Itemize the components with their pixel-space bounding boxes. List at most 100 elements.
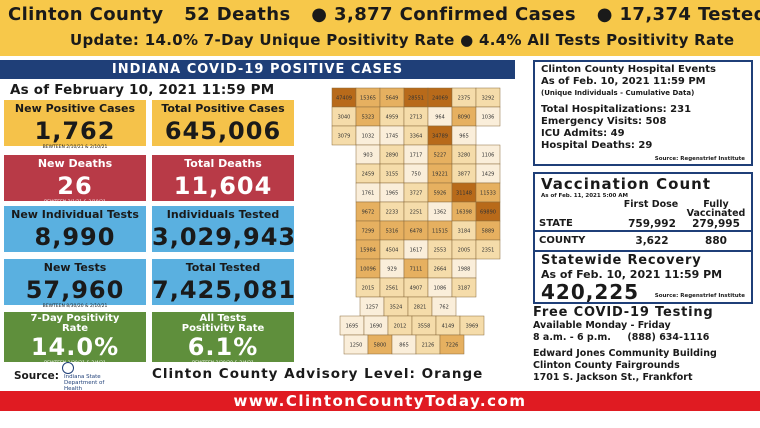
county-case-label: 1965 <box>386 191 399 197</box>
hospital-row-hospitalizations: Total Hospitalizations: 231 <box>541 104 692 115</box>
hospital-events-panel: Clinton County Hospital Events As of Feb… <box>533 60 753 166</box>
header-summary-line: Clinton County 52 Deaths ● 3,877 Confirm… <box>8 4 760 25</box>
county-case-label: 2351 <box>482 248 495 254</box>
county-case-label: 3184 <box>458 229 471 235</box>
stat-card-3: New Deaths 26 BEWTEEN 2/1/21 & 2/10/21 <box>4 155 146 205</box>
county-case-label: 2664 <box>434 267 447 273</box>
stat-card-label: New Deaths <box>37 157 113 170</box>
advisory-level: Clinton County Advisory Level: Orange <box>152 366 484 382</box>
stat-card-value: 6.1% <box>187 333 259 361</box>
county-case-label: 4149 <box>442 324 455 330</box>
stat-card-label: All Tests Positivity Rate <box>181 313 265 334</box>
county-case-label: 2126 <box>422 343 435 349</box>
county-case-label: 1690 <box>370 324 383 330</box>
county-case-label: 15365 <box>360 96 376 102</box>
county-case-label: 903 <box>363 153 373 159</box>
testing-hours-phone: 8 a.m. - 6 p.m. (888) 634-1116 <box>533 332 710 343</box>
testing-location-1: Edward Jones Community Building <box>533 348 717 359</box>
county-fully-vaccinated: 880 <box>705 235 727 247</box>
county-case-label: 24069 <box>432 96 448 102</box>
county-case-label: 2005 <box>458 248 471 254</box>
recovery-value: 420,225 <box>541 280 640 304</box>
vaccination-title: Vaccination Count <box>541 175 711 193</box>
county-case-label: 3969 <box>466 324 479 330</box>
isdh-logo: Indiana State Department of Health <box>62 362 112 392</box>
county-case-label: 3364 <box>410 134 423 140</box>
stat-card-value: 7,425,081 <box>152 276 297 304</box>
stat-card-10: All Tests Positivity Rate 6.1% BEWTEEN 1/2… <box>152 312 294 366</box>
stat-card-note: BEWTEEN 8/30/20 & 2/10/21 <box>42 304 108 309</box>
isdh-seal-icon <box>62 362 74 374</box>
testing-days: Available Monday - Friday <box>533 320 671 331</box>
county-case-label: 2890 <box>386 153 399 159</box>
stat-card-value: 26 <box>57 172 93 200</box>
county-case-label: 1086 <box>434 286 447 292</box>
county-case-label: 11533 <box>480 191 496 197</box>
hospital-title: Clinton County Hospital Events <box>541 64 716 75</box>
testing-location-2: Clinton County Fairgrounds <box>533 360 680 371</box>
county-case-label: 11515 <box>432 229 448 235</box>
county-case-label: 2251 <box>410 210 423 216</box>
stat-card-value: 14.0% <box>30 333 120 361</box>
statewide-recovery-panel: Statewide Recovery As of Feb. 10, 2021 1… <box>533 250 753 304</box>
county-case-label: 16398 <box>456 210 472 216</box>
county-case-label: 865 <box>399 343 409 349</box>
county-case-label: 929 <box>387 267 397 273</box>
stat-card-label: New Positive Cases <box>14 102 136 115</box>
stat-card-label: 7-Day Positivity Rate <box>30 313 120 334</box>
header-bar: Clinton County 52 Deaths ● 3,877 Confirm… <box>0 0 760 56</box>
vaccination-panel: Vaccination Count As of Feb. 11, 2021 5:… <box>533 172 753 252</box>
indiana-map-svg: 47409 15365 5649 28551 24069 2375 3292 3040 5323… <box>331 87 501 355</box>
county-case-label: 6478 <box>410 229 423 235</box>
county-case-label: 3079 <box>338 134 351 140</box>
county-case-label: 5323 <box>362 115 375 121</box>
stat-card-note: BEWTEEN 1/29/20 & 2/4/21 <box>192 361 254 366</box>
county-case-label: 3877 <box>458 172 471 178</box>
county-case-label: 5926 <box>434 191 447 197</box>
county-case-label: 3524 <box>390 305 403 311</box>
county-case-label: 2012 <box>394 324 407 330</box>
state-first-dose: 759,992 <box>628 218 676 230</box>
vaccination-as-of: As of Feb. 11, 2021 5:00 AM <box>541 193 628 199</box>
county-cell <box>475 106 501 127</box>
indiana-banner: INDIANA COVID-19 POSITIVE CASES <box>0 60 515 79</box>
deaths-count: 52 Deaths <box>184 4 291 25</box>
tested-count: ● 17,374 Tested <box>596 4 760 25</box>
county-case-label: 3040 <box>338 115 351 121</box>
county-case-label: 1106 <box>482 153 495 159</box>
county-case-label: 5649 <box>386 96 399 102</box>
county-case-label: 3558 <box>418 324 431 330</box>
county-case-label: 28551 <box>408 96 424 102</box>
stat-card-label: Total Positive Cases <box>161 102 285 115</box>
county-case-label: 5889 <box>482 229 495 235</box>
county-case-label: 69890 <box>480 210 496 216</box>
stat-card-note: BEWTEEN 2/10/21 & 2/10/21 <box>42 145 108 150</box>
county-case-label: 750 <box>411 172 421 178</box>
county-cell <box>459 315 485 336</box>
first-dose-header: First Dose <box>623 199 679 210</box>
county-case-label: 2561 <box>386 286 399 292</box>
testing-title: Free COVID-19 Testing <box>533 305 714 320</box>
county-case-label: 3292 <box>482 96 495 102</box>
stat-card-value: 645,006 <box>164 117 282 145</box>
county-case-label: 3155 <box>386 172 399 178</box>
county-case-label: 2821 <box>414 305 427 311</box>
header-update-line: Update: 14.0% 7-Day Unique Positivity Ra… <box>70 31 735 49</box>
county-case-label: 1745 <box>386 134 399 140</box>
county-case-label: 964 <box>435 115 445 121</box>
county-case-label: 1257 <box>366 305 379 311</box>
source-label: Source: <box>14 370 59 382</box>
county-name: Clinton County <box>8 4 164 25</box>
recovery-source: Source: Regenstrief Institute <box>654 293 745 299</box>
county-case-label: 3187 <box>458 286 471 292</box>
county-case-label: 4504 <box>386 248 399 254</box>
free-testing-panel: Free COVID-19 Testing Available Monday -… <box>533 305 755 384</box>
county-case-label: 762 <box>439 305 449 311</box>
county-case-label: 8090 <box>458 115 471 121</box>
county-case-label: 2553 <box>434 248 447 254</box>
county-case-label: 1250 <box>350 343 363 349</box>
stat-card-label: Total Tested <box>185 261 261 274</box>
website-url[interactable]: www.ClintonCountyToday.com <box>0 391 760 411</box>
county-case-label: 1717 <box>410 153 423 159</box>
stat-card-7: New Tests 57,960 BEWTEEN 8/30/20 & 2/10/21 <box>4 259 146 309</box>
